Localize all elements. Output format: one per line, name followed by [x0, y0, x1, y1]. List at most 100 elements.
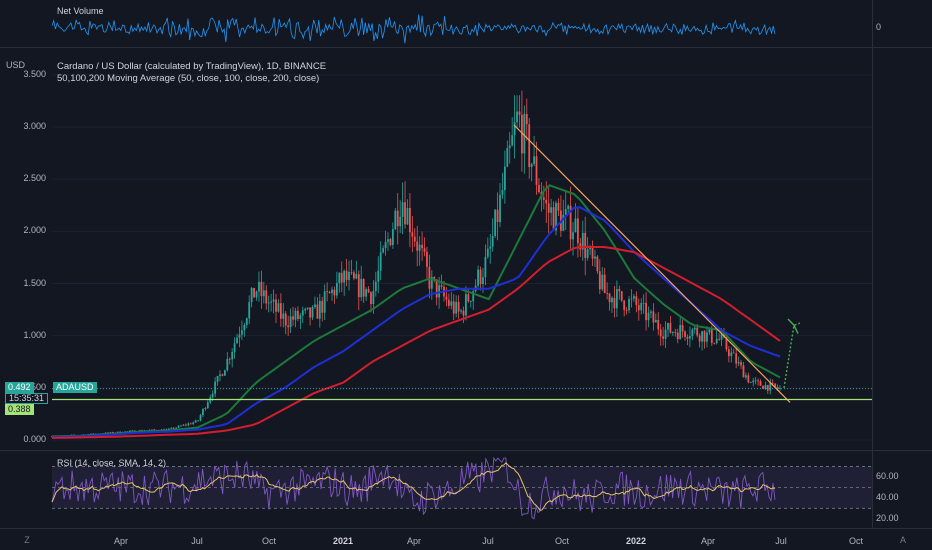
candle-body [693, 327, 696, 330]
candle-body [167, 428, 170, 430]
candle-body [603, 274, 606, 294]
candle-body [177, 425, 180, 428]
candle-body [455, 301, 458, 314]
candle-body [440, 285, 443, 287]
candle-body [180, 425, 182, 427]
candle-body [109, 432, 112, 433]
candle-body [584, 232, 587, 258]
candle-body [447, 299, 450, 306]
ma100-line [51, 206, 781, 438]
candle-body [202, 409, 204, 416]
candle-body [503, 166, 506, 191]
candle-body [720, 334, 723, 340]
candle-body [331, 289, 333, 294]
candle-body [676, 332, 679, 340]
candle-body [311, 307, 314, 318]
candle-body [214, 381, 217, 394]
candle-body [664, 329, 667, 339]
time-tick-label: 2021 [332, 536, 354, 546]
candle-body [608, 293, 611, 303]
candle-body [394, 210, 397, 230]
candle-body [735, 353, 738, 364]
candle-body [650, 311, 652, 313]
candle-body [598, 271, 601, 290]
candle-body [586, 249, 589, 258]
candle-body [511, 135, 514, 146]
net-volume-title[interactable]: Net Volume [57, 6, 104, 16]
zoom-button[interactable]: Z [24, 535, 30, 545]
moving-average-title[interactable]: 50,100,200 Moving Average (50, close, 10… [57, 73, 320, 84]
candle-body [732, 352, 735, 354]
candle-body [628, 299, 630, 311]
candle-body [343, 270, 346, 283]
candle-body [289, 316, 292, 328]
drawings [52, 124, 872, 403]
candle-body [309, 307, 311, 318]
candle-body [484, 256, 487, 278]
candle-body [321, 300, 324, 313]
price-tick-label: 1.500 [23, 277, 46, 288]
candle-body [708, 329, 711, 333]
candle-body [287, 325, 290, 328]
countdown-badge: 15:35:31 [5, 393, 49, 404]
rsi-title[interactable]: RSI (14, close, SMA, 14, 2) [57, 458, 167, 468]
candle-body [710, 329, 713, 343]
candle-body [435, 279, 438, 298]
candle-body [116, 431, 119, 433]
candle-body [301, 310, 304, 316]
candle-body [350, 272, 353, 273]
candle-body [258, 281, 260, 292]
candle-body [550, 207, 553, 213]
candle-body [219, 374, 221, 377]
candle-body [730, 352, 733, 357]
candle-body [477, 269, 479, 286]
candle-body [496, 209, 499, 223]
price-tick-label: 0.000 [23, 434, 46, 444]
candle-body [669, 323, 672, 333]
candle-body [462, 310, 465, 316]
candle-body [92, 433, 95, 435]
candle-body [562, 214, 565, 231]
candle-body [204, 407, 207, 410]
net-volume-series [51, 14, 776, 44]
candle-body [671, 332, 674, 333]
candle-body [270, 301, 273, 303]
symbol-title[interactable]: Cardano / US Dollar (calculated by Tradi… [57, 61, 327, 72]
candle-body [340, 272, 343, 283]
candle-body [304, 308, 307, 311]
candle-body [654, 319, 657, 323]
candle-body [345, 270, 348, 281]
candle-body [306, 307, 309, 309]
net-volume-line [51, 14, 776, 44]
candle-body [620, 291, 623, 301]
candle-body [516, 111, 518, 123]
time-tick-label: Jul [775, 536, 787, 546]
pane-separator-rsi[interactable] [0, 450, 932, 451]
symbol-badge: ADAUSD [53, 382, 97, 393]
candle-body [766, 385, 769, 391]
candle-body [594, 256, 596, 259]
candle-body [406, 207, 409, 225]
candle-body [749, 382, 752, 383]
candle-body [182, 424, 185, 426]
candle-body [467, 294, 470, 302]
candle-body [411, 232, 414, 237]
candle-body [479, 269, 482, 284]
candle-body [360, 278, 363, 298]
candle-body [362, 278, 365, 297]
candle-body [596, 256, 599, 272]
auto-scale-button[interactable]: A [899, 535, 906, 545]
candle-body [691, 329, 694, 337]
candle-body [452, 301, 455, 314]
candle-body [525, 113, 528, 125]
candlestick-series [51, 90, 781, 438]
candle-body [606, 293, 609, 294]
pane-separator-volume[interactable] [0, 47, 932, 48]
candle-body [457, 301, 460, 312]
candle-body [564, 208, 567, 215]
rsi-series [51, 456, 872, 520]
candle-body [418, 244, 421, 251]
candle-body [199, 415, 202, 421]
